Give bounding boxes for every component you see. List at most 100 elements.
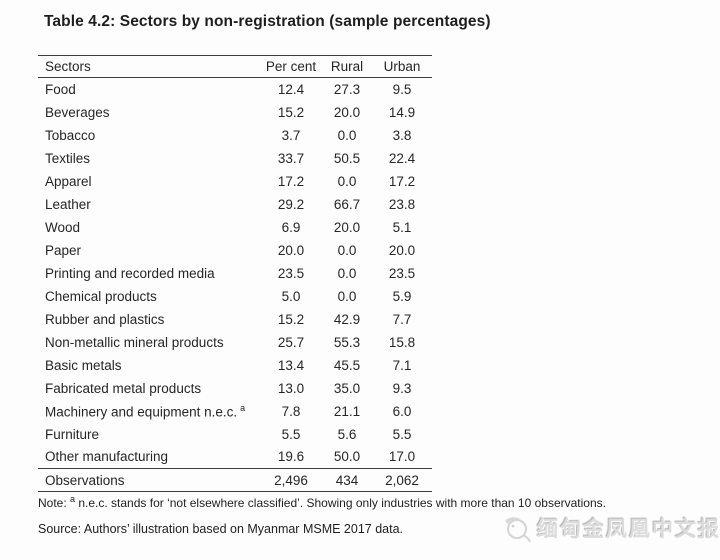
rural-cell: 0.0 xyxy=(337,173,357,189)
per-cent-cell: 6.9 xyxy=(281,219,301,235)
per-cent-cell: 29.2 xyxy=(277,196,305,212)
sector-cell: Basic metals xyxy=(45,357,122,373)
table-note: Note: a n.e.c. stands for ‘not elsewhere… xyxy=(38,494,606,510)
rural-cell: 42.9 xyxy=(333,311,361,327)
rural-cell: 66.7 xyxy=(333,196,361,212)
table-total-row: Observations 2,496 434 2,062 xyxy=(38,468,432,492)
rural-cell: 35.0 xyxy=(333,380,361,396)
sector-note-superscript: a xyxy=(240,402,246,413)
urban-cell: 5.1 xyxy=(392,219,412,235)
per-cent-cell: 3.7 xyxy=(281,127,301,143)
table-row: Furniture 5.5 5.6 5.5 xyxy=(38,423,432,446)
table-row: Food 12.4 27.3 9.5 xyxy=(38,78,432,101)
sector-cell: Other manufacturing xyxy=(45,449,169,465)
rural-cell: 0.0 xyxy=(337,127,357,143)
urban-cell: 7.7 xyxy=(392,311,412,327)
per-cent-cell: 5.0 xyxy=(281,288,301,304)
sector-cell: Leather xyxy=(45,196,91,212)
table-row: Tobacco 3.7 0.0 3.8 xyxy=(38,124,432,147)
urban-cell: 3.8 xyxy=(392,127,412,143)
sector-cell: Tobacco xyxy=(45,127,96,143)
per-cent-cell: 12.4 xyxy=(277,81,305,97)
table-row: Other manufacturing 19.6 50.0 17.0 xyxy=(38,446,432,469)
table-body: Food 12.4 27.3 9.5 Beverages 15.2 20.0 14.9 Toba… xyxy=(38,78,432,492)
per-cent-cell: 13.0 xyxy=(277,380,305,396)
rural-cell: 20.0 xyxy=(333,104,361,120)
sector-cell: Printing and recorded media xyxy=(45,265,215,281)
sector-cell: Food xyxy=(45,81,76,97)
rural-cell: 21.1 xyxy=(333,403,361,419)
table-row: Leather 29.2 66.7 23.8 xyxy=(38,193,432,216)
table-row: Textiles 33.7 50.5 22.4 xyxy=(38,147,432,170)
rural-cell: 5.6 xyxy=(337,426,357,442)
sector-cell: Beverages xyxy=(45,104,110,120)
per-cent-cell: 19.6 xyxy=(277,449,305,465)
urban-cell: 22.4 xyxy=(388,150,416,166)
table-header-row: Sectors Per cent Rural Urban xyxy=(38,55,432,78)
rural-cell: 50.0 xyxy=(333,449,361,465)
table-row: Fabricated metal products 13.0 35.0 9.3 xyxy=(38,377,432,400)
rural-cell: 45.5 xyxy=(333,357,361,373)
sector-cell: Chemical products xyxy=(45,288,157,304)
header-rural: Rural xyxy=(322,55,372,78)
per-cent-cell: 5.5 xyxy=(281,426,301,442)
source-line: Source: Authors’ illustration based on M… xyxy=(38,522,404,536)
urban-cell: 9.5 xyxy=(392,81,412,97)
urban-cell: 6.0 xyxy=(392,403,412,419)
header-urban: Urban xyxy=(372,55,432,78)
table-row: Apparel 17.2 0.0 17.2 xyxy=(38,170,432,193)
rural-cell: 27.3 xyxy=(333,81,361,97)
urban-cell: 23.5 xyxy=(388,265,416,281)
urban-cell: 17.0 xyxy=(388,449,416,465)
table-row: Basic metals 13.4 45.5 7.1 xyxy=(38,354,432,377)
sector-cell: Non-metallic mineral products xyxy=(45,334,224,350)
per-cent-cell: 33.7 xyxy=(277,150,305,166)
sector-cell: Textiles xyxy=(45,150,91,166)
table-row: Wood 6.9 20.0 5.1 xyxy=(38,216,432,239)
watermark: 缅甸金凤凰中文报社 xyxy=(501,513,720,543)
per-cent-cell: 15.2 xyxy=(277,104,305,120)
per-cent-cell: 13.4 xyxy=(277,357,305,373)
rural-cell: 50.5 xyxy=(333,150,361,166)
note-body: n.e.c. stands for ‘not elsewhere classif… xyxy=(75,496,606,510)
per-cent-cell: 20.0 xyxy=(277,242,305,258)
urban-cell: 9.3 xyxy=(392,380,412,396)
urban-cell: 5.5 xyxy=(392,426,412,442)
urban-cell: 7.1 xyxy=(392,357,412,373)
sector-cell: Machinery and equipment n.e.c. a xyxy=(45,402,246,420)
per-cent-cell: 7.8 xyxy=(281,403,301,419)
header-per-cent: Per cent xyxy=(260,55,322,78)
urban-cell: 14.9 xyxy=(388,104,416,120)
sector-cell: Furniture xyxy=(45,426,100,442)
urban-cell: 23.8 xyxy=(388,196,416,212)
rural-cell: 55.3 xyxy=(333,334,361,350)
per-cent-cell: 25.7 xyxy=(277,334,305,350)
note-prefix: Note: xyxy=(38,496,71,510)
sectors-table: Sectors Per cent Rural Urban Food 12.4 27.… xyxy=(38,55,432,492)
table-title: Table 4.2: Sectors by non-registration (… xyxy=(44,13,491,30)
table-row: Beverages 15.2 20.0 14.9 xyxy=(38,101,432,124)
table-row: Printing and recorded media 23.5 0.0 23.5 xyxy=(38,262,432,285)
header-sectors: Sectors xyxy=(38,55,260,78)
per-cent-cell: 15.2 xyxy=(277,311,305,327)
sector-cell: Rubber and plastics xyxy=(45,311,165,327)
per-cent-cell: 23.5 xyxy=(277,265,305,281)
table-row: Machinery and equipment n.e.c. a 7.8 21.1 6.… xyxy=(38,400,432,423)
sector-cell: Fabricated metal products xyxy=(45,380,202,396)
note-superscript: a xyxy=(70,494,76,504)
rural-cell: 0.0 xyxy=(337,265,357,281)
table-row: Non-metallic mineral products 25.7 55.3 15.… xyxy=(38,331,432,354)
urban-cell: 5.9 xyxy=(392,288,412,304)
per-cent-cell: 2,496 xyxy=(260,468,322,492)
sector-cell: Observations xyxy=(38,468,260,492)
phoenix-logo-icon xyxy=(501,513,531,543)
watermark-text: 缅甸金凤凰中文报社 xyxy=(537,518,720,541)
table-row: Rubber and plastics 15.2 42.9 7.7 xyxy=(38,308,432,331)
urban-cell: 15.8 xyxy=(388,334,416,350)
rural-cell: 20.0 xyxy=(333,219,361,235)
rural-cell: 0.0 xyxy=(337,288,357,304)
urban-cell: 17.2 xyxy=(388,173,416,189)
rural-cell: 434 xyxy=(322,468,372,492)
sector-cell: Paper xyxy=(45,242,82,258)
